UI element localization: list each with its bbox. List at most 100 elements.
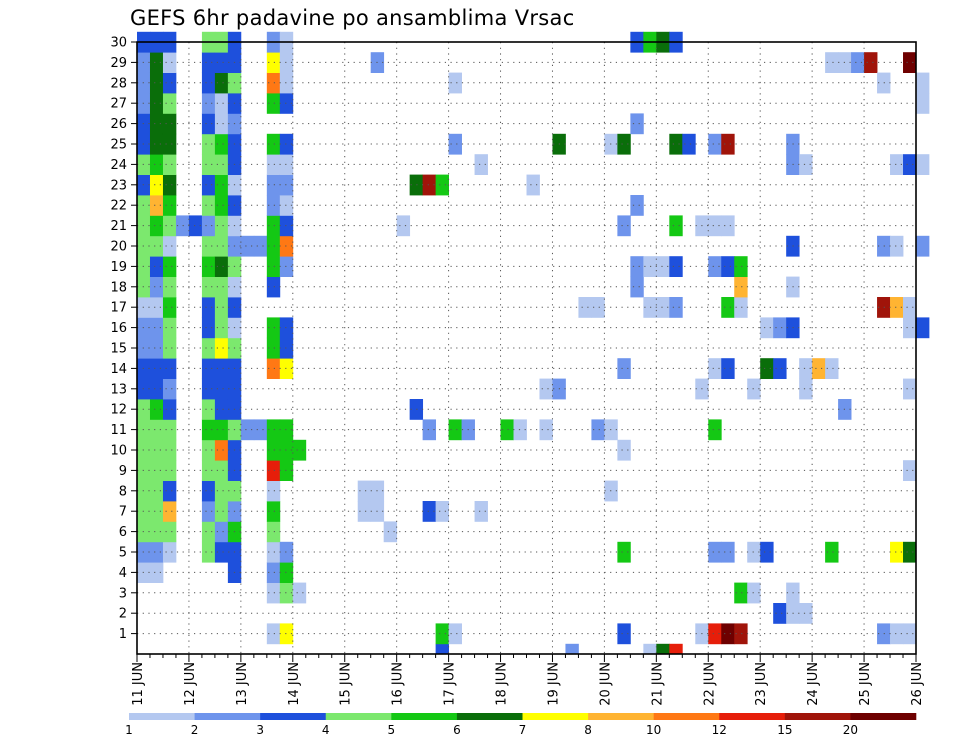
heatmap-cell (162, 337, 177, 359)
heatmap-cell (149, 480, 164, 502)
heatmap-cell (799, 378, 813, 400)
heatmap-cell (279, 541, 294, 563)
y-tick-label: 26 (110, 117, 127, 132)
heatmap-cell (903, 460, 917, 481)
colorbar-swatch (588, 713, 654, 720)
heatmap-cell (279, 419, 294, 441)
y-tick-label: 17 (110, 301, 127, 316)
heatmap-cell (201, 133, 216, 155)
heatmap-cell (149, 460, 164, 481)
heatmap-cell (656, 643, 670, 655)
heatmap-cell (721, 358, 735, 379)
heatmap-cell (773, 317, 787, 339)
heatmap-cell (266, 582, 281, 604)
heatmap-cell (214, 215, 229, 237)
heatmap-cell (149, 72, 164, 94)
heatmap-cell (214, 154, 229, 175)
heatmap-cell (149, 501, 164, 522)
heatmap-cell (812, 358, 826, 379)
heatmap-cell (162, 276, 177, 298)
colorbar-label: 15 (777, 723, 792, 737)
x-tick-label: 11 JUN (131, 662, 146, 706)
heatmap-cell (591, 297, 605, 318)
heatmap-cell (721, 256, 735, 277)
heatmap-cell (448, 133, 462, 155)
heatmap-cell (708, 256, 722, 277)
x-tick-label: 16 JUN (391, 662, 406, 706)
heatmap-cell (266, 72, 281, 94)
colorbar-swatch (194, 713, 261, 720)
heatmap-cell (617, 133, 631, 155)
heatmap-cell (201, 358, 216, 379)
x-tick-label: 22 JUN (702, 662, 717, 706)
heatmap-cell (357, 501, 372, 522)
heatmap-cell (162, 133, 177, 155)
heatmap-cell (890, 623, 904, 645)
colorbar-label: 12 (712, 723, 727, 737)
heatmap-cell (435, 174, 449, 196)
heatmap-cell (591, 419, 605, 441)
heatmap-cell (201, 93, 216, 114)
heatmap-cell (201, 113, 216, 135)
heatmap-cell (266, 337, 281, 359)
heatmap-cell (266, 174, 281, 196)
heatmap-cell (214, 256, 229, 277)
heatmap-cell (149, 52, 164, 73)
heatmap-cell (279, 93, 294, 114)
y-tick-label: 25 (110, 138, 127, 153)
heatmap-cell (721, 541, 735, 563)
y-tick-label: 19 (110, 260, 127, 275)
heatmap-cell (149, 133, 164, 155)
heatmap-cell (162, 235, 177, 257)
heatmap-cell (734, 276, 748, 298)
heatmap-cell (643, 643, 657, 655)
colorbar-label: 7 (519, 723, 527, 737)
heatmap-cell (435, 501, 449, 522)
heatmap-cell (279, 235, 294, 257)
colorbar-label: 6 (453, 723, 461, 737)
heatmap-cell (201, 399, 216, 420)
heatmap-cell (149, 541, 164, 563)
heatmap-cell (266, 521, 281, 543)
heatmap-cell (448, 72, 462, 94)
heatmap-cell (669, 133, 683, 155)
heatmap-cell (721, 133, 735, 155)
heatmap-cell (266, 562, 281, 583)
y-tick-label: 3 (119, 586, 127, 601)
heatmap-cell (279, 317, 294, 339)
heatmap-cell (708, 133, 722, 155)
heatmap-cell (279, 623, 294, 645)
heatmap-cell (266, 235, 281, 257)
heatmap-cell (448, 419, 462, 441)
heatmap-cell (214, 317, 229, 339)
heatmap-cell (201, 174, 216, 196)
y-tick-label: 22 (110, 199, 127, 214)
colorbar-label: 4 (322, 723, 330, 737)
heatmap-cell (201, 72, 216, 94)
heatmap-cell (903, 541, 917, 563)
heatmap-cell (162, 195, 177, 216)
x-tick-label: 20 JUN (598, 662, 613, 706)
heatmap-cell (916, 93, 930, 114)
heatmap-cell (162, 93, 177, 114)
heatmap-cell (279, 337, 294, 359)
heatmap-cell (279, 195, 294, 216)
heatmap-cell (214, 195, 229, 216)
heatmap-cell (214, 337, 229, 359)
heatmap-cell (214, 72, 229, 94)
y-tick-label: 24 (110, 158, 127, 173)
y-tick-label: 12 (110, 403, 127, 418)
heatmap-cell (669, 215, 683, 237)
heatmap-cell (201, 419, 216, 441)
heatmap-cell (279, 174, 294, 196)
x-tick-label: 23 JUN (754, 662, 769, 706)
heatmap-cell (357, 480, 372, 502)
heatmap-cell (201, 276, 216, 298)
colorbar-swatch (719, 713, 786, 720)
colorbar-swatch (260, 713, 327, 720)
heatmap-cell (760, 541, 774, 563)
heatmap-cell (162, 521, 177, 543)
heatmap-cell (825, 541, 839, 563)
heatmap-cell (214, 113, 229, 135)
y-tick-label: 14 (110, 362, 127, 377)
